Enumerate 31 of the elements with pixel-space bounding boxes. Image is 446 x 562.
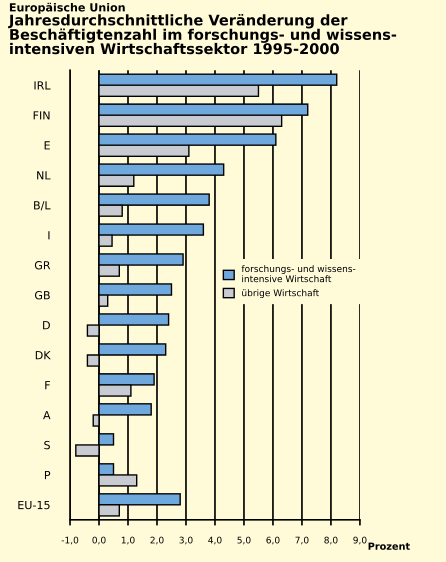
x-tick-label: -1,0: [62, 536, 78, 544]
y-tick-label: P: [44, 471, 50, 480]
legend-label: übrige Wirtschaft: [242, 289, 319, 298]
x-tick-label: 7,0: [296, 536, 309, 544]
x-tick-label: 0,0: [92, 536, 106, 544]
y-tick-label: GR: [34, 261, 50, 270]
y-tick-label: F: [45, 381, 50, 390]
y-tick-label: S: [44, 440, 50, 450]
y-tick-label: FIN: [34, 111, 50, 120]
y-tick-label: A: [43, 411, 50, 420]
x-tick-label: 8,0: [324, 536, 338, 544]
x-tick-label: 5,0: [237, 536, 251, 544]
chart-title: Jahresdurchschnittliche Veränderung der Beschäftigtenzahl im forschungs- und wissens- intensiven Wirtschaftssektor 1995-2000: [8, 14, 396, 54]
y-tick-label: NL: [37, 171, 51, 180]
legend-label: forschungs- und wissens- intensive Wirtschaft: [242, 265, 356, 282]
y-tick-label: IRL: [34, 81, 51, 90]
y-tick-label: I: [48, 231, 50, 240]
y-tick-label: DK: [36, 351, 51, 360]
y-tick-label: EU-15: [18, 500, 50, 510]
x-tick-label: 9,0: [353, 536, 366, 544]
y-tick-label: B/L: [34, 201, 51, 210]
x-tick-label: 2,0: [150, 536, 164, 544]
y-tick-label: GB: [34, 291, 50, 300]
x-tick-label: 6,0: [266, 536, 280, 544]
x-axis-title: Prozent: [368, 542, 410, 550]
y-tick-label: E: [44, 141, 50, 150]
x-tick-label: 4,0: [208, 536, 222, 544]
x-tick-label: 3,0: [179, 536, 193, 544]
x-tick-label: 1,0: [122, 536, 135, 544]
chart-subtitle: Europäische Union: [10, 2, 125, 14]
y-tick-label: D: [43, 321, 50, 330]
